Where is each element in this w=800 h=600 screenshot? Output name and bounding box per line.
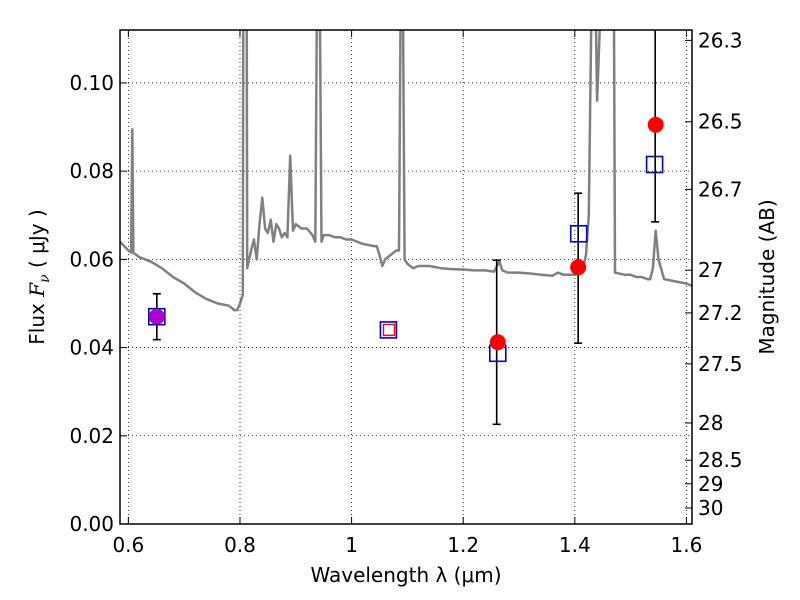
plot-frame bbox=[119, 29, 693, 525]
model-flux-square bbox=[645, 155, 664, 174]
observed-flux-point bbox=[647, 116, 664, 133]
x-tick-label: 1.4 bbox=[559, 533, 591, 557]
y-tick-label: 0.08 bbox=[69, 159, 114, 183]
mag-tick-label: 28 bbox=[698, 411, 723, 435]
observed-flux-point bbox=[148, 308, 165, 325]
y-axis-label: Flux Fν ( μJy ) bbox=[25, 209, 53, 344]
y-tick-label: 0.06 bbox=[69, 247, 114, 271]
x-axis-label: Wavelength λ (μm) bbox=[310, 563, 501, 587]
upper-limit-square bbox=[382, 323, 396, 337]
observed-flux-point bbox=[570, 259, 587, 276]
x-tick-label: 1.6 bbox=[671, 533, 703, 557]
mag-tick-label: 29 bbox=[698, 472, 723, 496]
model-flux-square bbox=[569, 224, 588, 243]
x-tick-label: 0.8 bbox=[224, 533, 256, 557]
x-tick-label: 1 bbox=[345, 533, 358, 557]
y-tick-label: 0.00 bbox=[69, 512, 114, 536]
mag-tick-label: 28.5 bbox=[698, 448, 743, 472]
mag-tick-label: 30 bbox=[698, 496, 723, 520]
mag-tick-label: 26.3 bbox=[698, 28, 743, 52]
mag-tick-label: 27 bbox=[698, 258, 723, 282]
observed-flux-point bbox=[489, 334, 506, 351]
mag-tick-label: 26.5 bbox=[698, 110, 743, 134]
mag-tick-label: 27.2 bbox=[698, 301, 743, 325]
y-tick-label: 0.02 bbox=[69, 424, 114, 448]
y-tick-label: 0.04 bbox=[69, 336, 114, 360]
y-tick-label: 0.10 bbox=[69, 71, 114, 95]
mag-tick-label: 27.5 bbox=[698, 352, 743, 376]
mag-tick-label: 26.7 bbox=[698, 177, 743, 201]
model-flux-square bbox=[379, 321, 398, 339]
x-tick-label: 0.6 bbox=[112, 533, 144, 557]
y2-axis-label: Magnitude (AB) bbox=[755, 199, 779, 354]
x-tick-label: 1.2 bbox=[447, 533, 479, 557]
axis-ticks: 0.6 0.8 1 1.2 1.4 1.6 0.00 0.02 0.04 0.06 0.08 0.10… bbox=[69, 28, 742, 557]
